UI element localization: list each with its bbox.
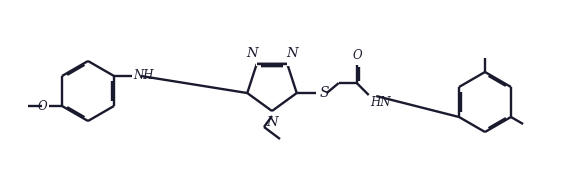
Text: S: S bbox=[320, 86, 329, 100]
Text: HN: HN bbox=[370, 96, 390, 109]
Text: NH: NH bbox=[133, 69, 153, 82]
Text: N: N bbox=[266, 116, 278, 129]
Text: N: N bbox=[287, 47, 298, 60]
Text: O: O bbox=[37, 100, 47, 112]
Text: N: N bbox=[246, 47, 258, 60]
Text: O: O bbox=[353, 49, 363, 62]
